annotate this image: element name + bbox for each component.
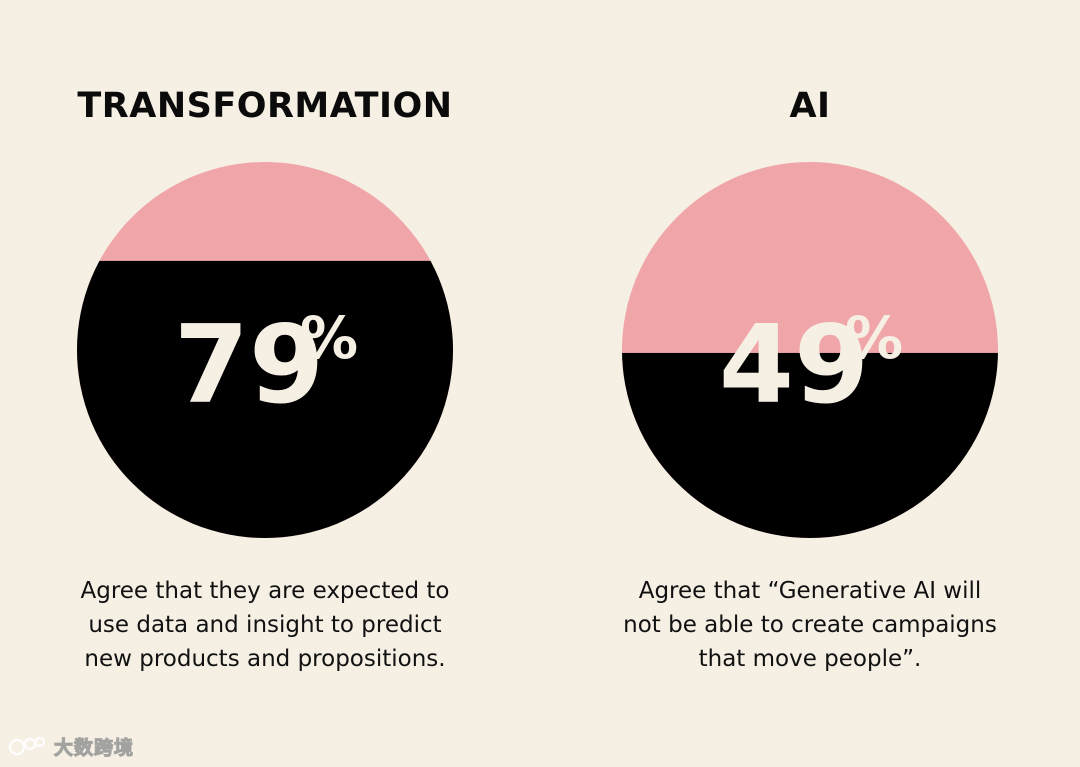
logo-mark-icon — [8, 736, 46, 756]
transformation-panel: TRANSFORMATION 79 % Agree that they are … — [35, 0, 495, 767]
watermark-text: 大数跨境 — [53, 736, 135, 759]
chart-value-number: 79 — [174, 303, 324, 428]
transformation-circle-chart: 79 % — [77, 162, 453, 538]
caption-line: that move people”. — [698, 646, 922, 672]
ai-caption: Agree that “Generative AI will not be ab… — [580, 574, 1040, 676]
chart-value-percent-sign: % — [845, 304, 903, 372]
panel-title: TRANSFORMATION — [77, 86, 453, 126]
caption-line: use data and insight to predict — [88, 612, 442, 638]
ai-circle-chart: 49 % — [622, 162, 998, 538]
panel-title: AI — [789, 86, 831, 126]
caption-line: not be able to create campaigns — [623, 612, 997, 638]
chart-value-percent-sign: % — [300, 304, 358, 372]
chart-value-number: 49 — [719, 303, 869, 428]
ai-panel: AI 49 % Agree that “Generative AI will n… — [580, 0, 1040, 767]
transformation-caption: Agree that they are expected to use data… — [35, 574, 495, 676]
caption-line: Agree that “Generative AI will — [638, 578, 982, 604]
caption-line: Agree that they are expected to — [80, 578, 450, 604]
watermark: 大数跨境 — [8, 730, 134, 762]
caption-line: new products and propositions. — [84, 646, 446, 672]
